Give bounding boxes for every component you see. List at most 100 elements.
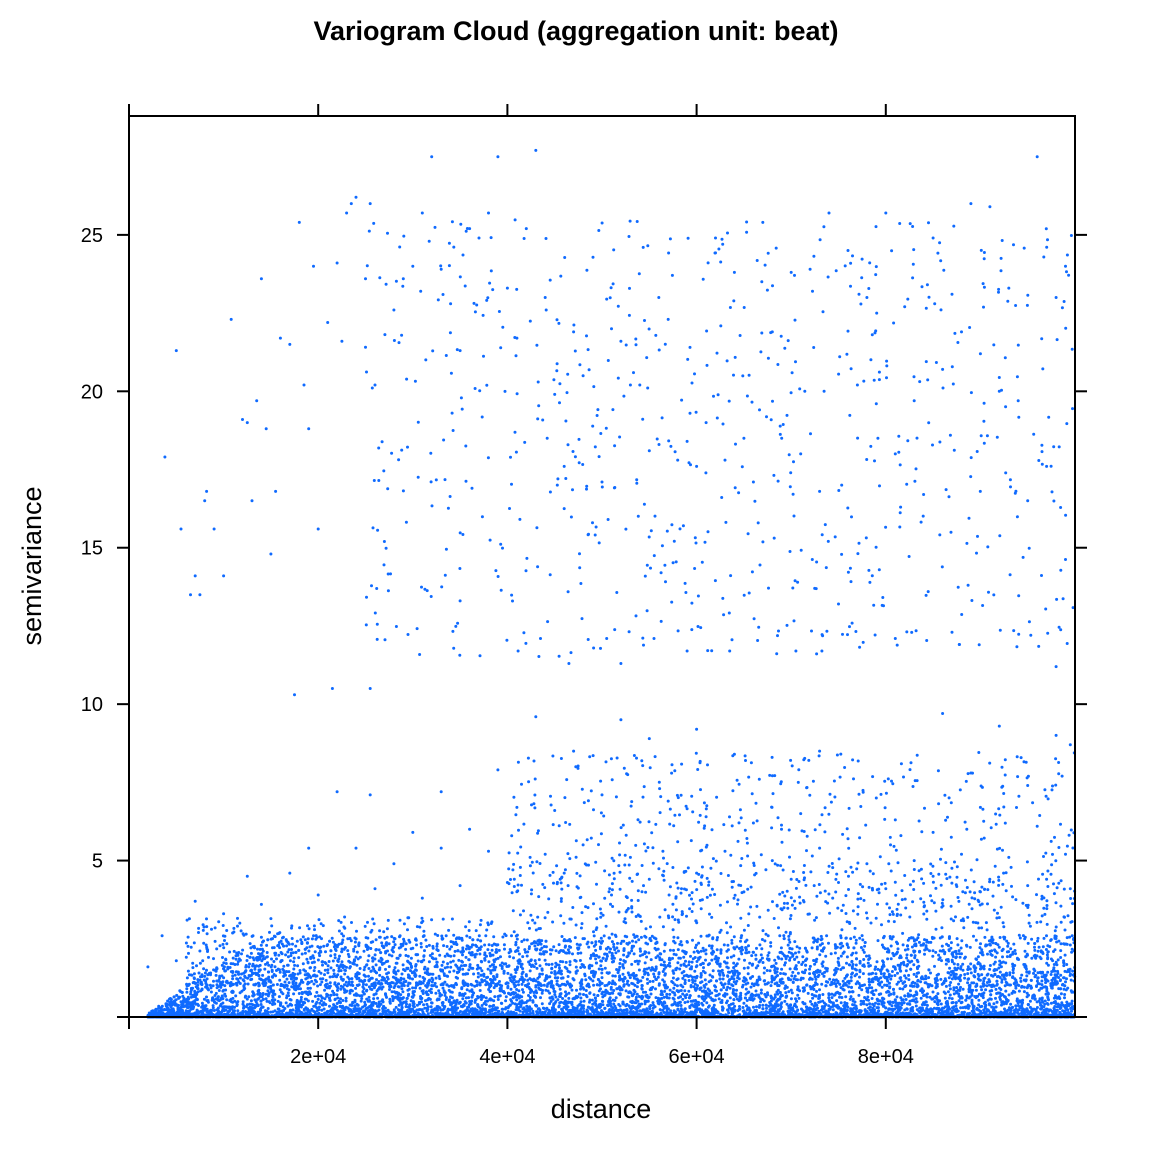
data-point — [392, 308, 396, 312]
data-point — [861, 972, 865, 976]
data-point — [794, 649, 798, 653]
data-point — [496, 768, 500, 772]
data-point — [1065, 1000, 1069, 1004]
data-point — [808, 267, 812, 271]
data-point — [657, 296, 661, 299]
data-point — [980, 948, 984, 952]
data-point — [430, 1001, 433, 1005]
data-point — [808, 964, 812, 968]
data-point — [647, 966, 651, 970]
data-point — [598, 947, 602, 951]
data-point — [728, 649, 732, 653]
data-point — [693, 979, 697, 983]
data-point — [860, 988, 864, 992]
data-point — [912, 859, 916, 863]
data-point — [1064, 264, 1067, 268]
data-point — [567, 662, 571, 665]
data-point — [318, 1001, 322, 1005]
data-point — [824, 954, 828, 958]
data-point — [278, 970, 282, 974]
data-point — [669, 1009, 673, 1013]
data-point — [443, 966, 447, 970]
data-point — [594, 999, 598, 1003]
data-point — [759, 953, 763, 957]
data-point — [901, 987, 905, 991]
data-point — [236, 962, 240, 966]
data-point — [1046, 970, 1050, 974]
data-point — [672, 935, 676, 939]
data-point — [730, 941, 734, 945]
data-point — [789, 988, 793, 992]
data-point — [961, 987, 965, 991]
data-point — [306, 961, 310, 965]
data-point — [299, 987, 302, 991]
data-point — [654, 996, 658, 1000]
data-point — [726, 985, 730, 989]
data-point — [746, 972, 750, 976]
data-point — [1042, 936, 1046, 940]
data-point — [250, 499, 254, 503]
data-point — [981, 996, 985, 1000]
data-point — [498, 963, 502, 967]
data-point — [199, 989, 203, 993]
data-point — [899, 979, 903, 983]
data-point — [329, 993, 333, 997]
data-point — [244, 994, 248, 998]
data-point — [509, 987, 513, 991]
data-point — [810, 946, 814, 950]
data-point — [367, 995, 371, 999]
data-point — [343, 972, 347, 976]
data-point — [974, 988, 978, 992]
data-point — [654, 987, 657, 991]
data-point — [212, 527, 216, 531]
data-point — [619, 339, 623, 343]
data-point — [763, 966, 766, 970]
data-point — [789, 997, 793, 1001]
data-point — [553, 809, 557, 812]
data-point — [1054, 296, 1058, 299]
data-point — [951, 955, 955, 958]
data-point — [390, 935, 394, 939]
data-point — [331, 959, 335, 963]
data-point — [241, 948, 245, 952]
data-point — [480, 969, 484, 973]
data-point — [741, 1006, 745, 1009]
data-point — [732, 935, 736, 939]
data-point — [1001, 973, 1005, 977]
data-point — [690, 960, 694, 964]
data-point — [687, 960, 691, 964]
data-point — [277, 953, 281, 957]
data-point — [458, 349, 462, 353]
data-point — [957, 999, 961, 1003]
data-point — [437, 974, 441, 978]
data-point — [259, 277, 263, 281]
data-point — [799, 812, 803, 816]
data-point — [273, 965, 277, 969]
data-point — [550, 962, 554, 966]
data-point — [430, 980, 434, 984]
data-point — [388, 997, 392, 1001]
data-point — [652, 637, 656, 640]
data-point — [985, 981, 989, 984]
data-point — [988, 964, 992, 967]
data-point — [452, 969, 456, 973]
data-point — [329, 966, 333, 970]
data-point — [365, 997, 369, 1001]
data-point — [1026, 941, 1030, 945]
data-point — [1026, 784, 1030, 787]
data-point — [274, 974, 278, 978]
data-point — [911, 1009, 915, 1013]
data-point — [863, 944, 867, 948]
data-point — [306, 999, 310, 1003]
data-point — [763, 939, 767, 943]
data-point — [1000, 978, 1004, 982]
data-point — [306, 986, 310, 990]
data-point — [733, 1004, 737, 1008]
data-point — [854, 941, 858, 945]
data-point — [757, 1005, 761, 1009]
data-point — [241, 1000, 245, 1004]
data-point — [693, 969, 697, 973]
data-point — [898, 987, 902, 991]
data-point — [584, 989, 588, 992]
data-point — [801, 970, 804, 974]
